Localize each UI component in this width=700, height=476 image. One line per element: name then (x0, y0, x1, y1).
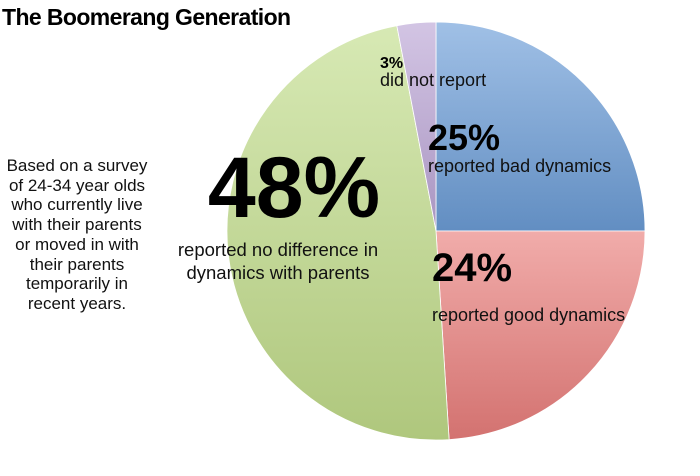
slice-percent-label: 3% (380, 55, 403, 72)
pie-slice-25pct (435, 21, 646, 232)
slice-percent-label: 48% (208, 140, 380, 236)
slice-percent-label: 24% (432, 246, 512, 290)
pie-slice-48pct (226, 25, 450, 441)
slice-description-label: did not report (380, 70, 486, 90)
pie-slice-3pct (396, 21, 437, 232)
pie-slice-24pct (435, 230, 646, 441)
slices-layer (226, 21, 646, 441)
slice-percent-label: 25% (428, 117, 500, 158)
slice-description-label: reported bad dynamics (428, 156, 611, 176)
survey-note: Based on a survey of 24-34 year olds who… (6, 156, 148, 313)
labels-layer: 25%reported bad dynamics 24% reported good… (178, 55, 625, 325)
slice-description-label: reported good dynamics (432, 305, 625, 325)
chart-title: The Boomerang Generation (2, 4, 291, 30)
slice-description-label: reported no difference in (178, 239, 378, 260)
slice-description-label: dynamics with parents (186, 262, 369, 283)
